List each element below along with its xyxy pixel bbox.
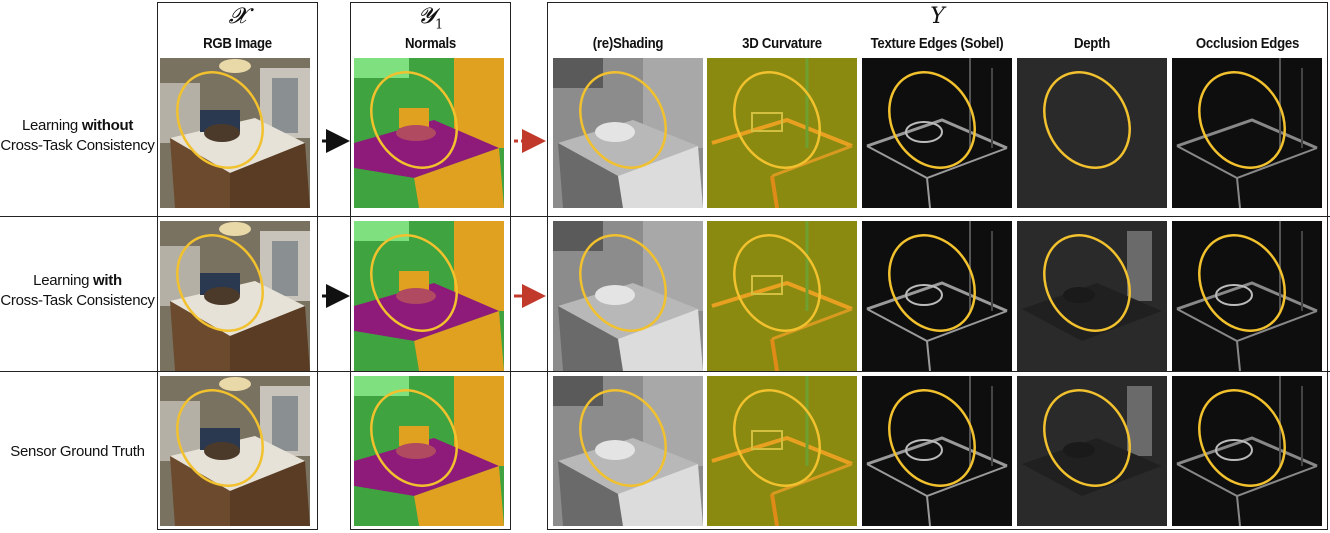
tile-rgb [160, 376, 310, 526]
tile-image [160, 376, 310, 526]
tile-image [1172, 58, 1322, 208]
highlight-ellipse [733, 234, 821, 332]
targets-symbol: Y [930, 4, 945, 29]
tile-normals [354, 58, 504, 208]
highlight-ellipse [1043, 234, 1131, 332]
col-title-depth: Depth [1073, 35, 1111, 52]
col-title-rgb: RGB Image [203, 35, 272, 52]
highlight-ellipse [1198, 389, 1286, 487]
targets-box [547, 2, 1328, 530]
highlight-ellipse [1198, 234, 1286, 332]
tile-normals [354, 376, 504, 526]
highlight-ellipse [888, 389, 976, 487]
tile-image [553, 58, 703, 208]
row-label-line1: Learning without [0, 116, 155, 136]
highlight-ellipse [1043, 389, 1131, 487]
tile-depth [1017, 376, 1167, 526]
col-title-curvature: 3D Curvature [742, 35, 822, 52]
row-label-prefix: Learning [21, 117, 82, 134]
row-label-bold: without [81, 117, 134, 134]
col-title-texture-edges: Texture Edges (Sobel) [870, 35, 1004, 52]
tile-image [354, 58, 504, 208]
tile-image [862, 58, 1012, 208]
highlight-ellipse [888, 234, 976, 332]
row-label-line1: Learning with [0, 271, 155, 291]
tile-image [1017, 376, 1167, 526]
tile-occlusion [1172, 376, 1322, 526]
tile-curvature [707, 58, 857, 208]
highlight-ellipse [733, 71, 821, 169]
tile-rgb [160, 221, 310, 371]
highlight-ellipse [370, 389, 458, 487]
normals-symbol-sub: 1 [434, 17, 444, 33]
row-separator [0, 216, 1330, 217]
highlight-ellipse [1043, 71, 1131, 169]
input-symbol: 𝓧 [228, 4, 247, 29]
highlight-ellipse [579, 389, 667, 487]
row-label-line2: Cross-Task Consistency [0, 137, 155, 154]
tile-normals [354, 221, 504, 371]
row-separator [0, 371, 1330, 372]
tile-image [354, 376, 504, 526]
highlight-ellipse [176, 234, 264, 332]
highlight-ellipse [176, 389, 264, 487]
tile-shading [553, 221, 703, 371]
row-label-line2: Cross-Task Consistency [0, 292, 155, 309]
tile-image [1017, 221, 1167, 371]
tile-sobel [862, 58, 1012, 208]
tile-image [1172, 221, 1322, 371]
tile-depth [1017, 58, 1167, 208]
input-box [157, 2, 318, 530]
col-title-occlusion-edges: Occlusion Edges [1195, 35, 1300, 52]
highlight-ellipse [370, 71, 458, 169]
tile-occlusion [1172, 221, 1322, 371]
tile-sobel [862, 221, 1012, 371]
tile-image [862, 376, 1012, 526]
highlight-ellipse [888, 71, 976, 169]
row-label-prefix: Learning [33, 272, 94, 289]
tile-image [1172, 376, 1322, 526]
col-title-shading: (re)Shading [592, 35, 664, 52]
tile-image [160, 58, 310, 208]
highlight-ellipse [370, 234, 458, 332]
highlight-ellipse [733, 389, 821, 487]
tile-occlusion [1172, 58, 1322, 208]
tile-image [707, 221, 857, 371]
col-title-normals: Normals [405, 35, 456, 52]
tile-curvature [707, 221, 857, 371]
tile-curvature [707, 376, 857, 526]
normals-symbol: 𝓨1 [350, 5, 511, 37]
tile-shading [553, 376, 703, 526]
row-label-ground-truth: Sensor Ground Truth [0, 442, 155, 462]
tile-image [553, 376, 703, 526]
tile-shading [553, 58, 703, 208]
row-label-bold: with [93, 272, 122, 289]
row-label-line1: Sensor Ground Truth [10, 443, 145, 460]
tile-image [354, 221, 504, 371]
highlight-ellipse [579, 234, 667, 332]
tile-image [1017, 58, 1167, 208]
tile-image [160, 221, 310, 371]
tile-image [553, 221, 703, 371]
tile-rgb [160, 58, 310, 208]
highlight-ellipse [176, 71, 264, 169]
tile-image [707, 376, 857, 526]
highlight-ellipse [579, 71, 667, 169]
normals-box [350, 2, 511, 530]
highlight-ellipse [1198, 71, 1286, 169]
tile-image [707, 58, 857, 208]
tile-sobel [862, 376, 1012, 526]
normals-symbol-main: 𝓨 [417, 4, 435, 29]
tile-image [862, 221, 1012, 371]
tile-depth [1017, 221, 1167, 371]
row-label-without: Learning without Cross-Task Consistency [0, 116, 155, 156]
row-label-with: Learning with Cross-Task Consistency [0, 271, 155, 311]
